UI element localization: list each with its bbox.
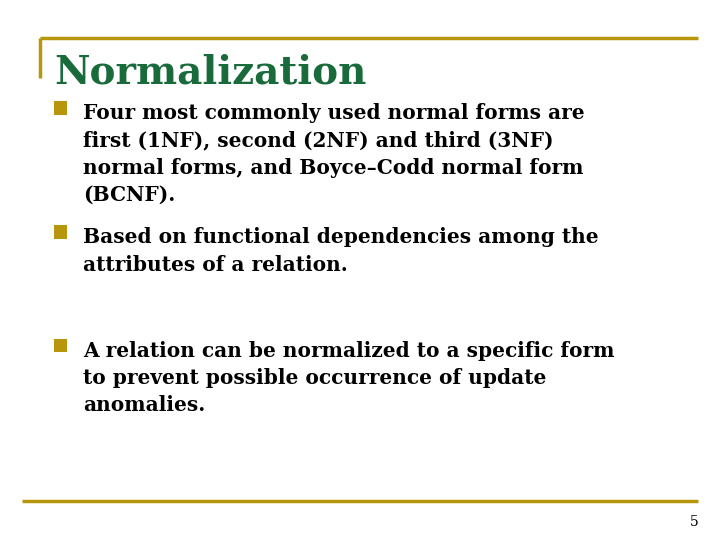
Text: Four most commonly used normal forms are
first (1NF), second (2NF) and third (3N: Four most commonly used normal forms are… (83, 103, 585, 205)
Text: 5: 5 (690, 515, 698, 529)
Text: Based on functional dependencies among the
attributes of a relation.: Based on functional dependencies among t… (83, 227, 598, 275)
Bar (54, 339, 67, 353)
Text: A relation can be normalized to a specific form
to prevent possible occurrence o: A relation can be normalized to a specif… (83, 341, 614, 415)
Text: Normalization: Normalization (54, 54, 366, 92)
Bar (54, 101, 67, 114)
Bar (54, 226, 67, 239)
